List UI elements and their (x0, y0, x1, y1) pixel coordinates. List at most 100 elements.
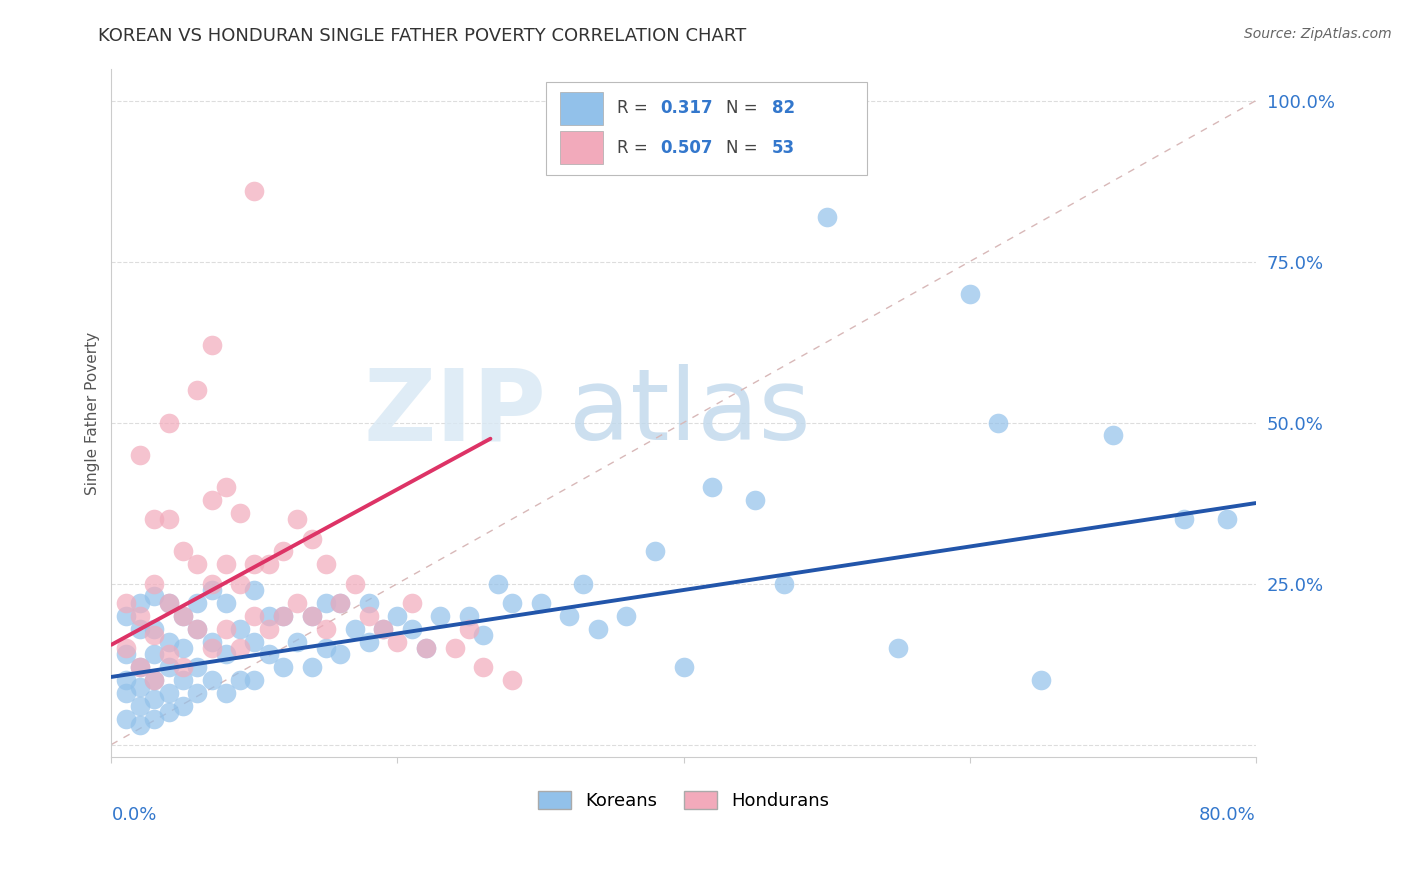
Point (357, 596, 380, 610)
Point (229, 673, 252, 687)
Point (357, 608, 380, 623)
Point (143, 673, 166, 687)
Point (172, 608, 194, 623)
Point (186, 384, 208, 398)
Point (157, 706, 180, 720)
Point (243, 673, 266, 687)
Legend: Koreans, Hondurans: Koreans, Hondurans (531, 783, 837, 817)
Point (1101, 428, 1123, 442)
Point (129, 622, 152, 636)
Point (243, 608, 266, 623)
Point (285, 512, 308, 526)
Point (315, 622, 337, 636)
Point (114, 673, 136, 687)
Point (772, 576, 794, 591)
Point (157, 686, 180, 700)
Point (644, 544, 666, 558)
Point (744, 492, 766, 507)
Point (301, 608, 323, 623)
Point (143, 712, 166, 726)
Point (157, 648, 180, 662)
Point (215, 558, 238, 572)
Text: atlas: atlas (569, 365, 811, 461)
Point (143, 622, 166, 636)
Point (157, 416, 180, 430)
Point (215, 596, 238, 610)
Point (700, 480, 723, 494)
Point (186, 596, 208, 610)
Point (215, 648, 238, 662)
Point (143, 512, 166, 526)
Point (129, 698, 152, 713)
Point (200, 673, 222, 687)
Point (415, 640, 437, 655)
Point (285, 634, 308, 648)
Point (329, 596, 352, 610)
Point (229, 576, 252, 591)
Point (501, 596, 523, 610)
Point (271, 608, 294, 623)
Point (458, 608, 481, 623)
Point (172, 640, 194, 655)
Point (329, 596, 352, 610)
Point (315, 596, 337, 610)
Point (243, 582, 266, 597)
FancyBboxPatch shape (546, 82, 866, 176)
Point (472, 660, 495, 674)
Point (143, 673, 166, 687)
Point (959, 286, 981, 301)
Point (129, 718, 152, 732)
Text: 53: 53 (772, 139, 794, 157)
Point (143, 576, 166, 591)
Point (215, 622, 238, 636)
Point (257, 622, 280, 636)
Point (301, 660, 323, 674)
Text: 0.507: 0.507 (661, 139, 713, 157)
Point (343, 622, 366, 636)
Point (143, 692, 166, 706)
Point (271, 544, 294, 558)
Point (271, 608, 294, 623)
Point (229, 640, 252, 655)
Bar (560, 92, 603, 125)
Text: ZIP: ZIP (363, 365, 546, 461)
Point (200, 640, 222, 655)
Point (1216, 512, 1239, 526)
Point (387, 608, 409, 623)
Point (200, 634, 222, 648)
Point (129, 608, 152, 623)
Point (301, 532, 323, 546)
Point (157, 512, 180, 526)
Point (558, 608, 581, 623)
Point (157, 596, 180, 610)
Point (401, 622, 423, 636)
Point (157, 634, 180, 648)
Point (200, 338, 222, 352)
Point (200, 576, 222, 591)
Point (186, 686, 208, 700)
Point (200, 492, 222, 507)
Point (215, 480, 238, 494)
Point (887, 640, 910, 655)
Point (129, 596, 152, 610)
Point (257, 648, 280, 662)
Point (472, 628, 495, 642)
Point (987, 416, 1010, 430)
Point (143, 648, 166, 662)
Point (357, 634, 380, 648)
Point (486, 576, 509, 591)
Point (143, 590, 166, 604)
Point (815, 210, 838, 224)
Point (114, 608, 136, 623)
Point (200, 582, 222, 597)
Point (186, 622, 208, 636)
Text: KOREAN VS HONDURAN SINGLE FATHER POVERTY CORRELATION CHART: KOREAN VS HONDURAN SINGLE FATHER POVERTY… (98, 27, 747, 45)
Point (301, 608, 323, 623)
Point (172, 698, 194, 713)
Point (285, 596, 308, 610)
Point (129, 680, 152, 694)
Point (373, 622, 395, 636)
Point (415, 640, 437, 655)
Text: R =: R = (617, 100, 654, 118)
Text: 0.0%: 0.0% (111, 805, 157, 823)
